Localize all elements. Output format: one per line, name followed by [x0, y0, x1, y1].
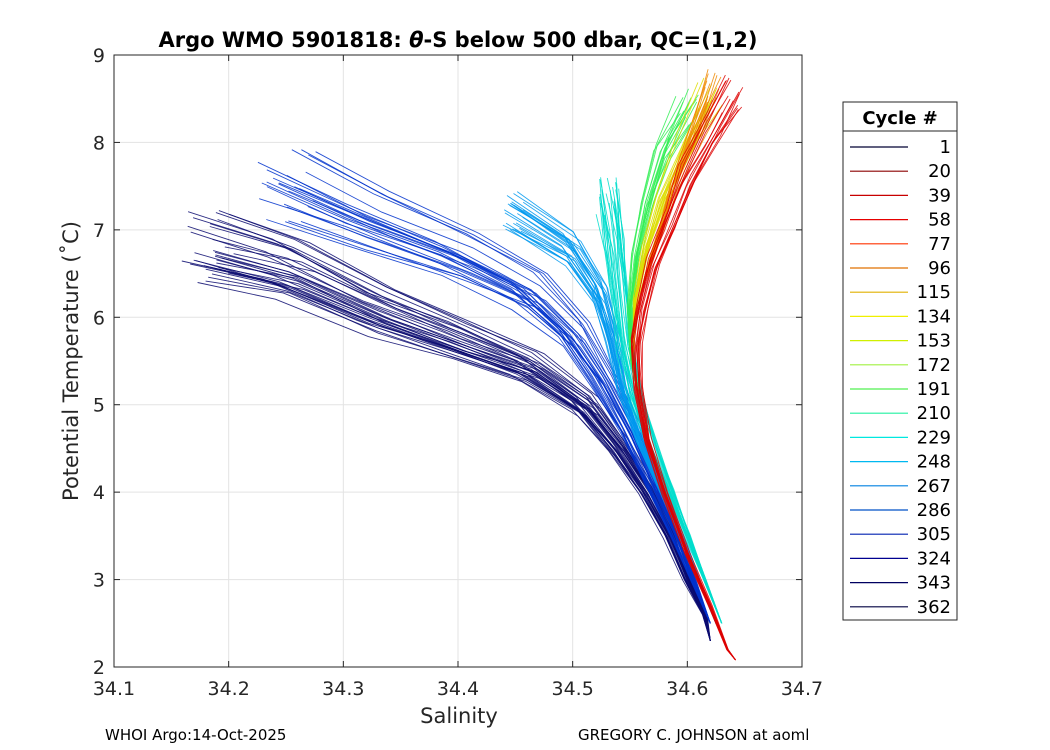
legend-label: 248: [917, 452, 951, 473]
legend-entry: 172: [850, 355, 951, 376]
y-tick-label: 3: [93, 570, 105, 592]
legend-label: 96: [928, 258, 951, 279]
profile-line: [626, 96, 677, 414]
legend-title: Cycle #: [862, 108, 937, 129]
profile-line: [272, 177, 711, 624]
legend-label: 39: [928, 185, 951, 206]
profile-line: [618, 188, 723, 624]
legend-label: 362: [917, 597, 951, 618]
x-tick-label: 34.2: [208, 678, 250, 700]
legend-label: 267: [917, 476, 951, 497]
x-tick-label: 34.3: [322, 678, 364, 700]
series-7: [630, 74, 744, 661]
title-theta: θ: [409, 28, 423, 52]
legend-label: 324: [917, 548, 951, 569]
footer-left: WHOI Argo:14-Oct-2025: [105, 726, 286, 744]
profile-line: [632, 82, 699, 353]
y-axis-label: Potential Temperature (˚C): [59, 221, 83, 501]
legend-label: 115: [917, 282, 951, 303]
footer-right: GREGORY C. JOHNSON at aoml: [578, 726, 809, 744]
series-group: [181, 69, 744, 661]
profile-line: [630, 74, 736, 661]
series-0: [181, 210, 711, 641]
profile-line: [216, 259, 711, 641]
legend-entry: 20: [850, 161, 951, 182]
chart-title: Argo WMO 5901818: θ-S below 500 dbar, QC…: [158, 28, 757, 52]
y-tick-label: 2: [93, 657, 105, 679]
y-tick-label: 9: [93, 45, 105, 67]
legend-entry: 248: [850, 452, 951, 473]
legend-label: 1: [940, 137, 951, 158]
profile-line: [288, 190, 711, 624]
profile-line: [638, 107, 738, 661]
legend-entry: 58: [850, 210, 951, 231]
legend-entry: 1: [850, 137, 951, 158]
y-tick-label: 4: [93, 482, 105, 504]
profile-line: [190, 231, 711, 641]
x-tick-label: 34.1: [93, 678, 135, 700]
x-axis-label: Salinity: [420, 704, 498, 728]
legend-entry: 267: [850, 476, 951, 497]
profile-line: [522, 216, 717, 624]
legend-label: 229: [917, 427, 951, 448]
legend-label: 20: [928, 161, 951, 182]
profile-line: [213, 250, 711, 641]
legend-entries: 1 20 39 58 77 96 115 134 153 172 191 210 229 248 267 28…: [850, 137, 951, 618]
legend-entry: 115: [850, 282, 951, 303]
legend-label: 191: [917, 379, 951, 400]
series-1: [257, 149, 711, 624]
legend-entry: 362: [850, 597, 951, 618]
profile-line: [641, 88, 720, 292]
y-tick-label: 6: [93, 307, 105, 329]
legend-label: 58: [928, 210, 951, 231]
legend-label: 343: [917, 573, 951, 594]
legend-entry: 96: [850, 258, 951, 279]
legend-label: 172: [917, 355, 951, 376]
profile-line: [632, 111, 714, 353]
legend-label: 210: [917, 403, 951, 424]
legend-entry: 77: [850, 234, 951, 255]
profile-line: [259, 198, 711, 624]
profile-line: [632, 107, 700, 353]
title-suffix: -S below 500 dbar, QC=(1,2): [424, 28, 758, 52]
legend-entry: 286: [850, 500, 951, 521]
y-tick-label: 7: [93, 220, 105, 242]
legend-entry: 343: [850, 573, 951, 594]
x-tick-label: 34.7: [781, 678, 823, 700]
legend-entry: 210: [850, 403, 951, 424]
profile-line: [634, 80, 736, 661]
ticks: 34.1 34.2 34.3 34.4 34.5 34.6 34.7 2 3 4 5 6 7 8 9: [93, 45, 823, 700]
x-tick-label: 34.6: [666, 678, 708, 700]
legend-label: 153: [917, 331, 951, 352]
profile-line: [193, 259, 711, 641]
y-tick-label: 5: [93, 395, 105, 417]
legend-label: 134: [917, 306, 951, 327]
x-tick-label: 34.5: [552, 678, 594, 700]
legend-entry: 153: [850, 331, 951, 352]
profile-line: [628, 116, 687, 414]
title-prefix: Argo WMO 5901818:: [158, 28, 409, 52]
legend-entry: 305: [850, 524, 951, 545]
legend-entry: 39: [850, 185, 951, 206]
legend-entry: 229: [850, 427, 951, 448]
legend: Cycle # 1 20 39 58 77 96 115 134 153 172 191 210 229…: [842, 101, 958, 621]
legend-entry: 324: [850, 548, 951, 569]
profile-line: [266, 186, 711, 624]
legend-label: 305: [917, 524, 951, 545]
legend-label: 77: [928, 234, 951, 255]
x-tick-label: 34.4: [437, 678, 479, 700]
legend-label: 286: [917, 500, 951, 521]
legend-entry: 134: [850, 306, 951, 327]
y-tick-label: 8: [93, 132, 105, 154]
legend-entry: 191: [850, 379, 951, 400]
